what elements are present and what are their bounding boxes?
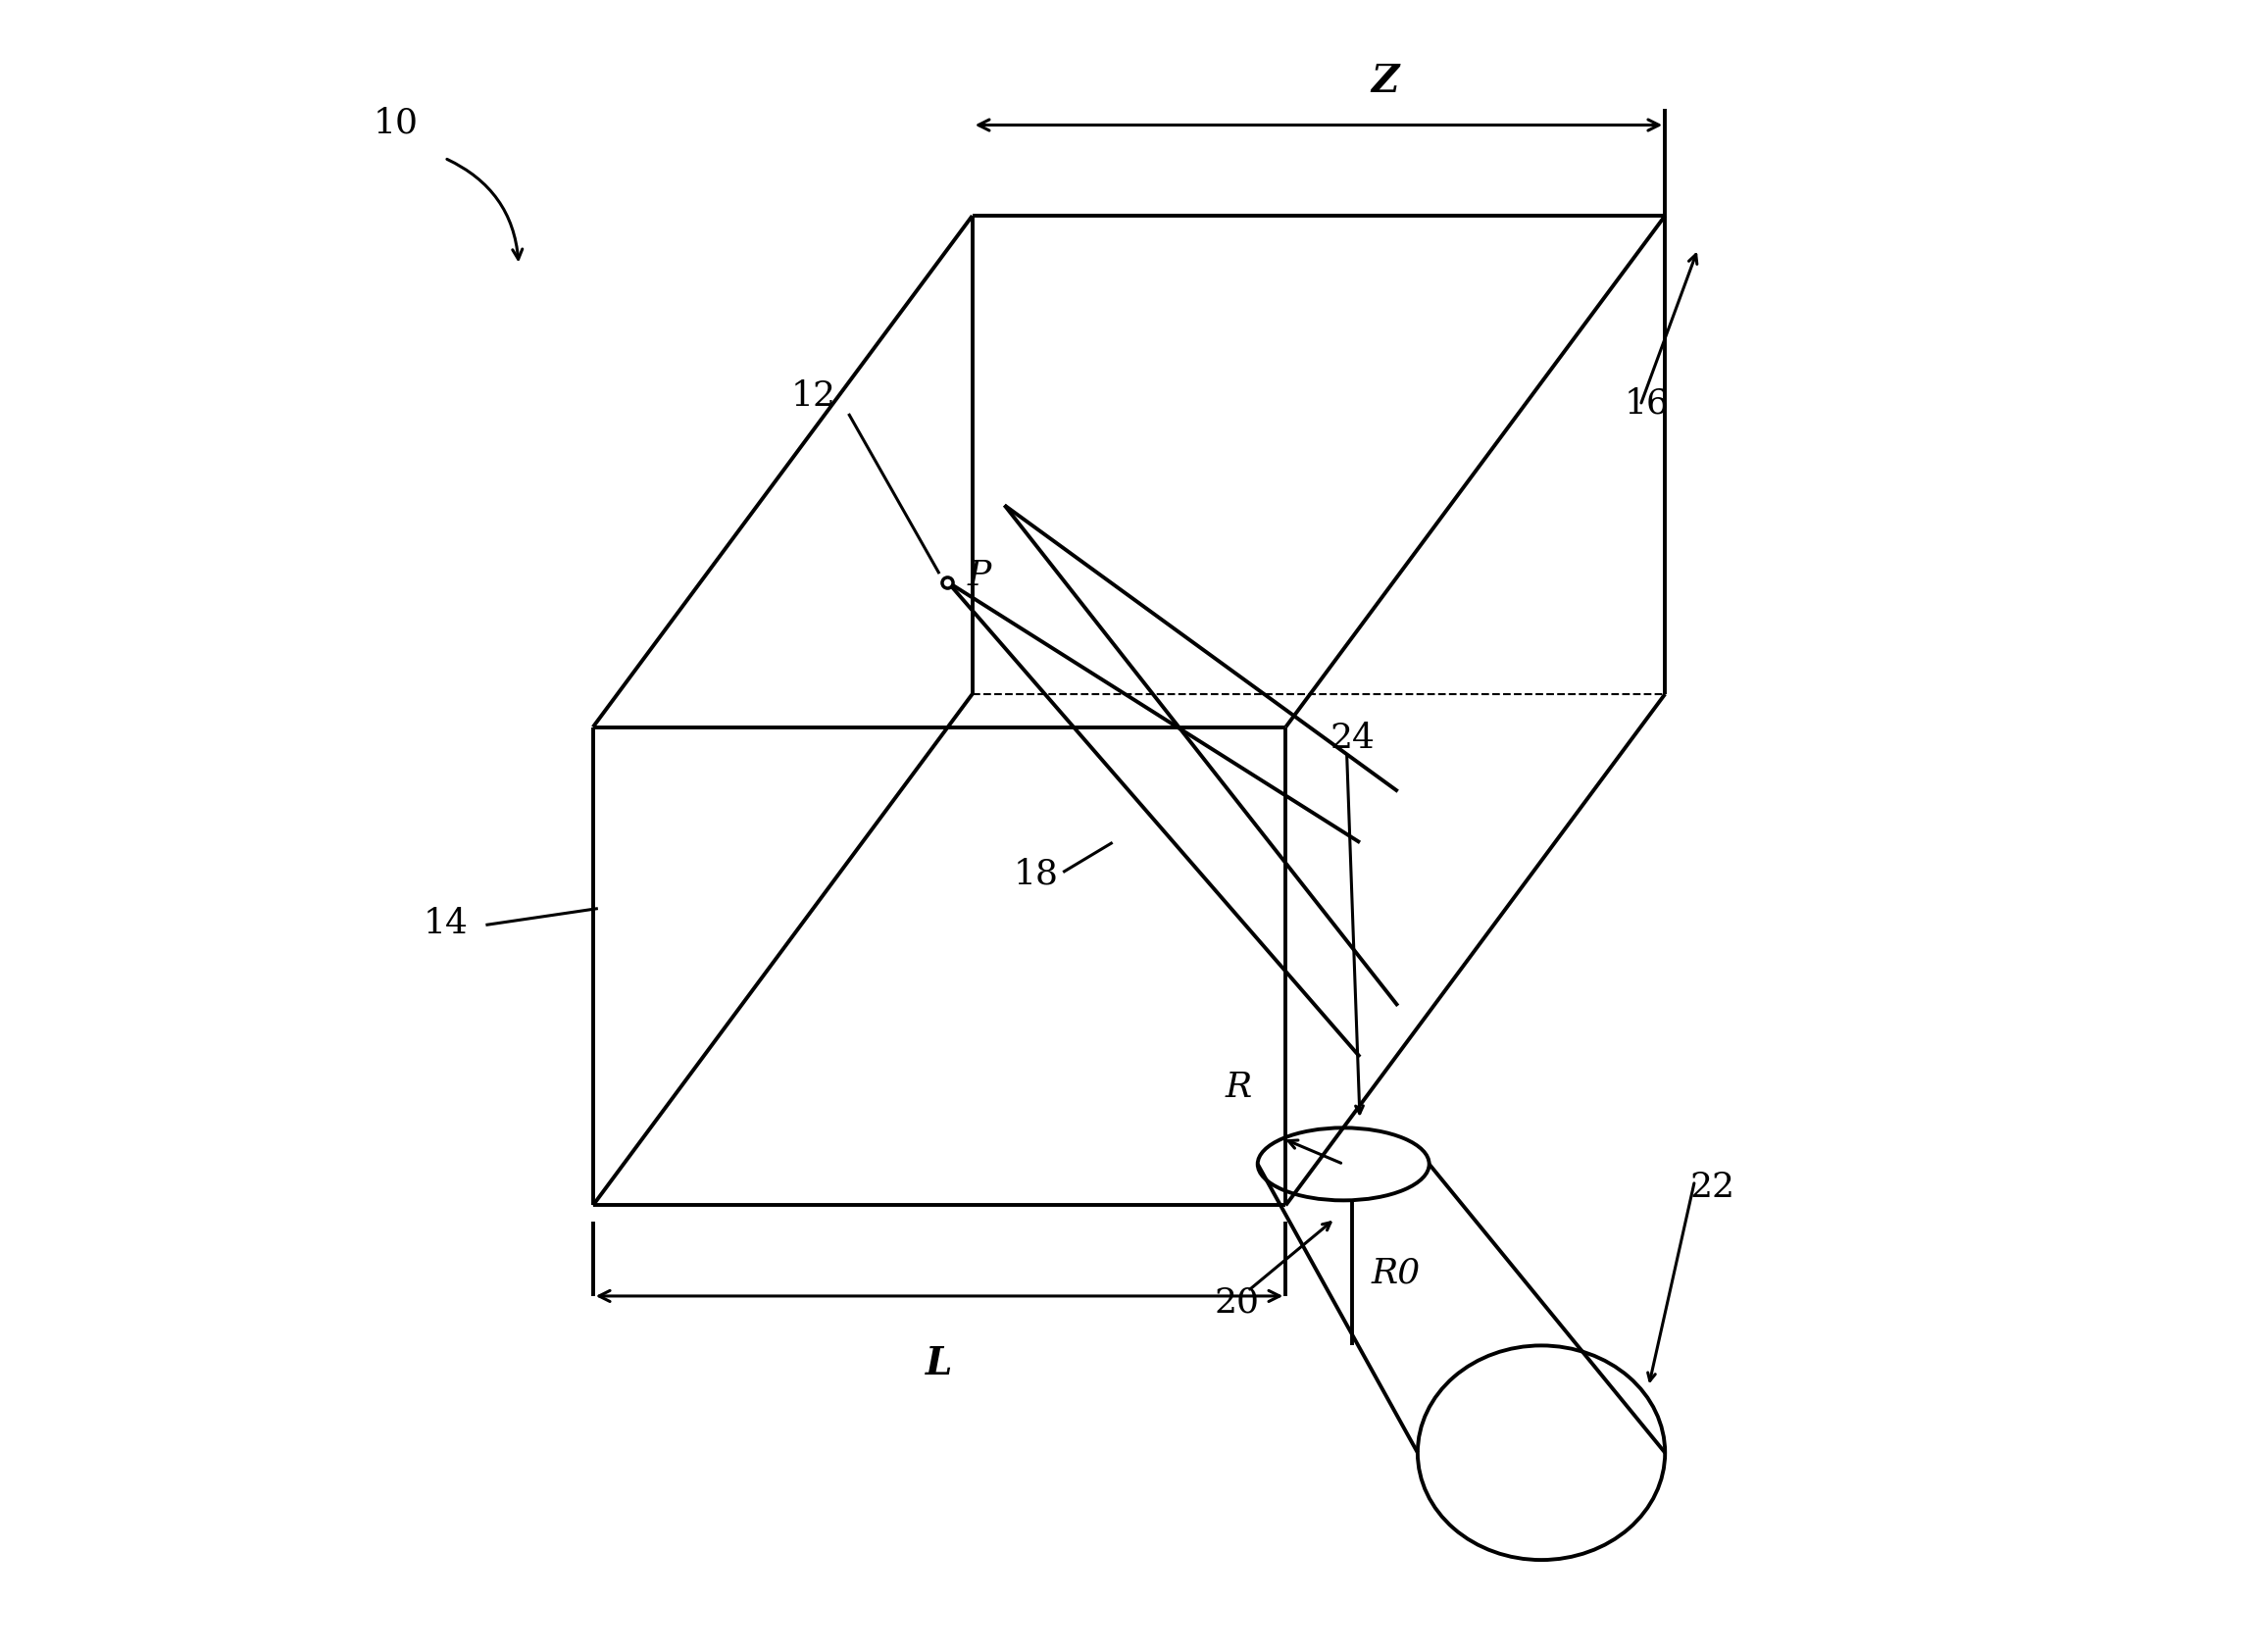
Text: R: R [1226, 1070, 1251, 1104]
Text: 10: 10 [373, 107, 418, 140]
Text: 12: 12 [790, 378, 835, 413]
Text: Z: Z [1371, 63, 1398, 101]
Text: 16: 16 [1624, 387, 1669, 421]
Text: R0: R0 [1371, 1256, 1420, 1290]
Text: 24: 24 [1330, 722, 1375, 755]
Text: L: L [926, 1345, 953, 1383]
Text: 22: 22 [1689, 1171, 1734, 1204]
Text: P: P [966, 558, 991, 591]
Text: 18: 18 [1014, 857, 1059, 890]
Text: 20: 20 [1215, 1285, 1260, 1320]
Text: 14: 14 [422, 907, 467, 940]
